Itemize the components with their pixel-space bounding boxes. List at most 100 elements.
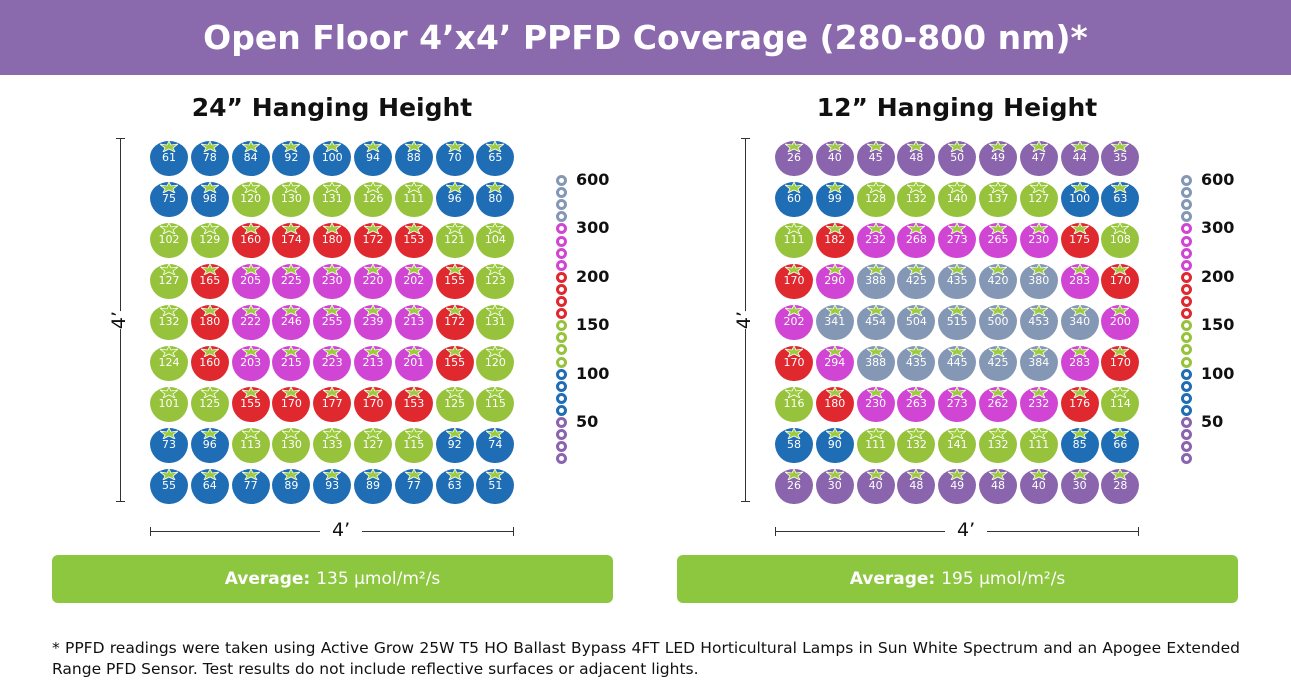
legend-dot — [1181, 392, 1192, 404]
ppfd-cell: 213 — [394, 301, 433, 341]
ppfd-cell: 84 — [231, 137, 270, 177]
ppfd-value: 141 — [946, 438, 968, 451]
ppfd-cell: 116 — [775, 383, 813, 423]
legend-tick-label: 300 — [1201, 218, 1235, 238]
tomato-stem-icon — [1028, 137, 1050, 153]
ppfd-cell: 132 — [150, 301, 188, 341]
ppfd-cell: 175 — [1060, 219, 1099, 259]
ppfd-cell: 220 — [354, 260, 392, 300]
tomato-stem-icon — [321, 260, 343, 276]
ppfd-cell: 131 — [476, 301, 515, 341]
tomato-stem-icon — [1109, 137, 1131, 153]
ppfd-value: 26 — [787, 151, 801, 164]
ppfd-cell: 133 — [313, 424, 352, 464]
ppfd-cell: 35 — [1101, 137, 1140, 177]
tomato-stem-icon — [824, 301, 846, 317]
tomato-stem-icon — [484, 137, 506, 153]
ppfd-value: 380 — [1028, 274, 1050, 287]
ppfd-value: 48 — [909, 479, 924, 492]
ppfd-cell: 100 — [1060, 178, 1099, 218]
ppfd-cell: 111 — [856, 424, 895, 464]
ppfd-value: 200 — [1109, 315, 1131, 328]
tomato-stem-icon — [199, 342, 221, 358]
ppfd-value: 172 — [444, 315, 466, 328]
ppfd-cell: 182 — [815, 219, 854, 259]
ppfd-cell: 127 — [150, 260, 188, 300]
ppfd-cell: 273 — [938, 219, 977, 259]
tomato-stem-icon — [946, 342, 968, 358]
ppfd-value: 132 — [158, 315, 180, 328]
ppfd-value: 174 — [280, 233, 302, 246]
ppfd-cell: 232 — [856, 219, 895, 259]
ppfd-value: 108 — [1109, 233, 1131, 246]
ppfd-cell: 515 — [938, 301, 977, 341]
ppfd-cell: 265 — [979, 219, 1017, 259]
ppfd-cell: 114 — [1101, 383, 1140, 423]
ppfd-cell: 26 — [775, 137, 813, 177]
tomato-stem-icon — [240, 342, 261, 358]
ppfd-value: 89 — [284, 479, 299, 492]
panel-title: 24” Hanging Height — [191, 93, 473, 122]
legend-tick-label: 600 — [1201, 170, 1235, 189]
tomato-stem-icon — [987, 219, 1009, 235]
tomato-stem-icon — [1109, 260, 1131, 276]
tomato-stem-icon — [321, 219, 343, 235]
ppfd-cell: 215 — [272, 342, 311, 382]
legend-dot — [556, 187, 567, 199]
ppfd-cell: 165 — [190, 260, 229, 300]
legend-dot — [1181, 332, 1192, 344]
ppfd-value: 58 — [787, 438, 801, 451]
ppfd-value: 230 — [1028, 233, 1050, 246]
ppfd-cell: 283 — [1060, 260, 1099, 300]
ppfd-cell: 263 — [897, 383, 936, 423]
ppfd-value: 70 — [447, 151, 462, 164]
ppfd-value: 131 — [484, 315, 506, 328]
ppfd-cell: 222 — [231, 301, 270, 341]
ppfd-cell: 202 — [775, 301, 813, 341]
ppfd-cell: 160 — [190, 342, 229, 382]
tomato-stem-icon — [905, 137, 927, 153]
ppfd-value: 49 — [991, 151, 1005, 164]
tomato-stem-icon — [403, 342, 425, 358]
ppfd-value: 255 — [321, 315, 343, 328]
ppfd-value: 222 — [240, 315, 262, 328]
ppfd-value: 125 — [199, 397, 221, 410]
tomato-stem-icon — [865, 137, 886, 153]
page-title: Open Floor 4’x4’ PPFD Coverage (280-800 … — [0, 0, 1291, 75]
ppfd-cell: 213 — [354, 342, 392, 382]
ppfd-value: 155 — [240, 397, 262, 410]
tomato-stem-icon — [199, 301, 221, 317]
tomato-stem-icon — [1109, 178, 1131, 194]
ppfd-cell: 128 — [856, 178, 895, 218]
tomato-stem-icon — [362, 219, 384, 235]
ppfd-value: 127 — [1028, 192, 1050, 205]
legend-dot — [1181, 259, 1192, 271]
ppfd-cell: 170 — [775, 260, 813, 300]
ppfd-value: 100 — [1069, 192, 1091, 205]
tomato-stem-icon — [321, 301, 343, 317]
tomato-stem-icon — [946, 383, 968, 399]
ppfd-value: 220 — [362, 274, 384, 287]
tomato-stem-icon — [362, 301, 384, 317]
ppfd-value: 30 — [827, 479, 842, 492]
tomato-stem-icon — [199, 178, 221, 194]
tomato-stem-icon — [1109, 301, 1131, 317]
tomato-stem-icon — [987, 178, 1009, 194]
ppfd-cell: 88 — [394, 137, 433, 177]
ppfd-cell: 70 — [435, 137, 474, 177]
ppfd-cell: 176 — [1060, 383, 1099, 423]
ppfd-value: 160 — [240, 233, 262, 246]
ppfd-cell: 96 — [435, 178, 474, 218]
tomato-stem-icon — [280, 260, 302, 276]
ppfd-value: 215 — [280, 356, 302, 369]
ppfd-value: 175 — [1069, 233, 1091, 246]
tomato-stem-icon — [824, 178, 846, 194]
ppfd-cell: 435 — [897, 342, 936, 382]
ppfd-value: 265 — [987, 233, 1009, 246]
tomato-stem-icon — [1028, 178, 1050, 194]
ppfd-value: 78 — [202, 151, 217, 164]
ppfd-cell: 435 — [938, 260, 977, 300]
legend-tick-label: 300 — [576, 218, 610, 238]
ppfd-cell: 40 — [1019, 465, 1058, 505]
ppfd-value: 170 — [362, 397, 384, 410]
